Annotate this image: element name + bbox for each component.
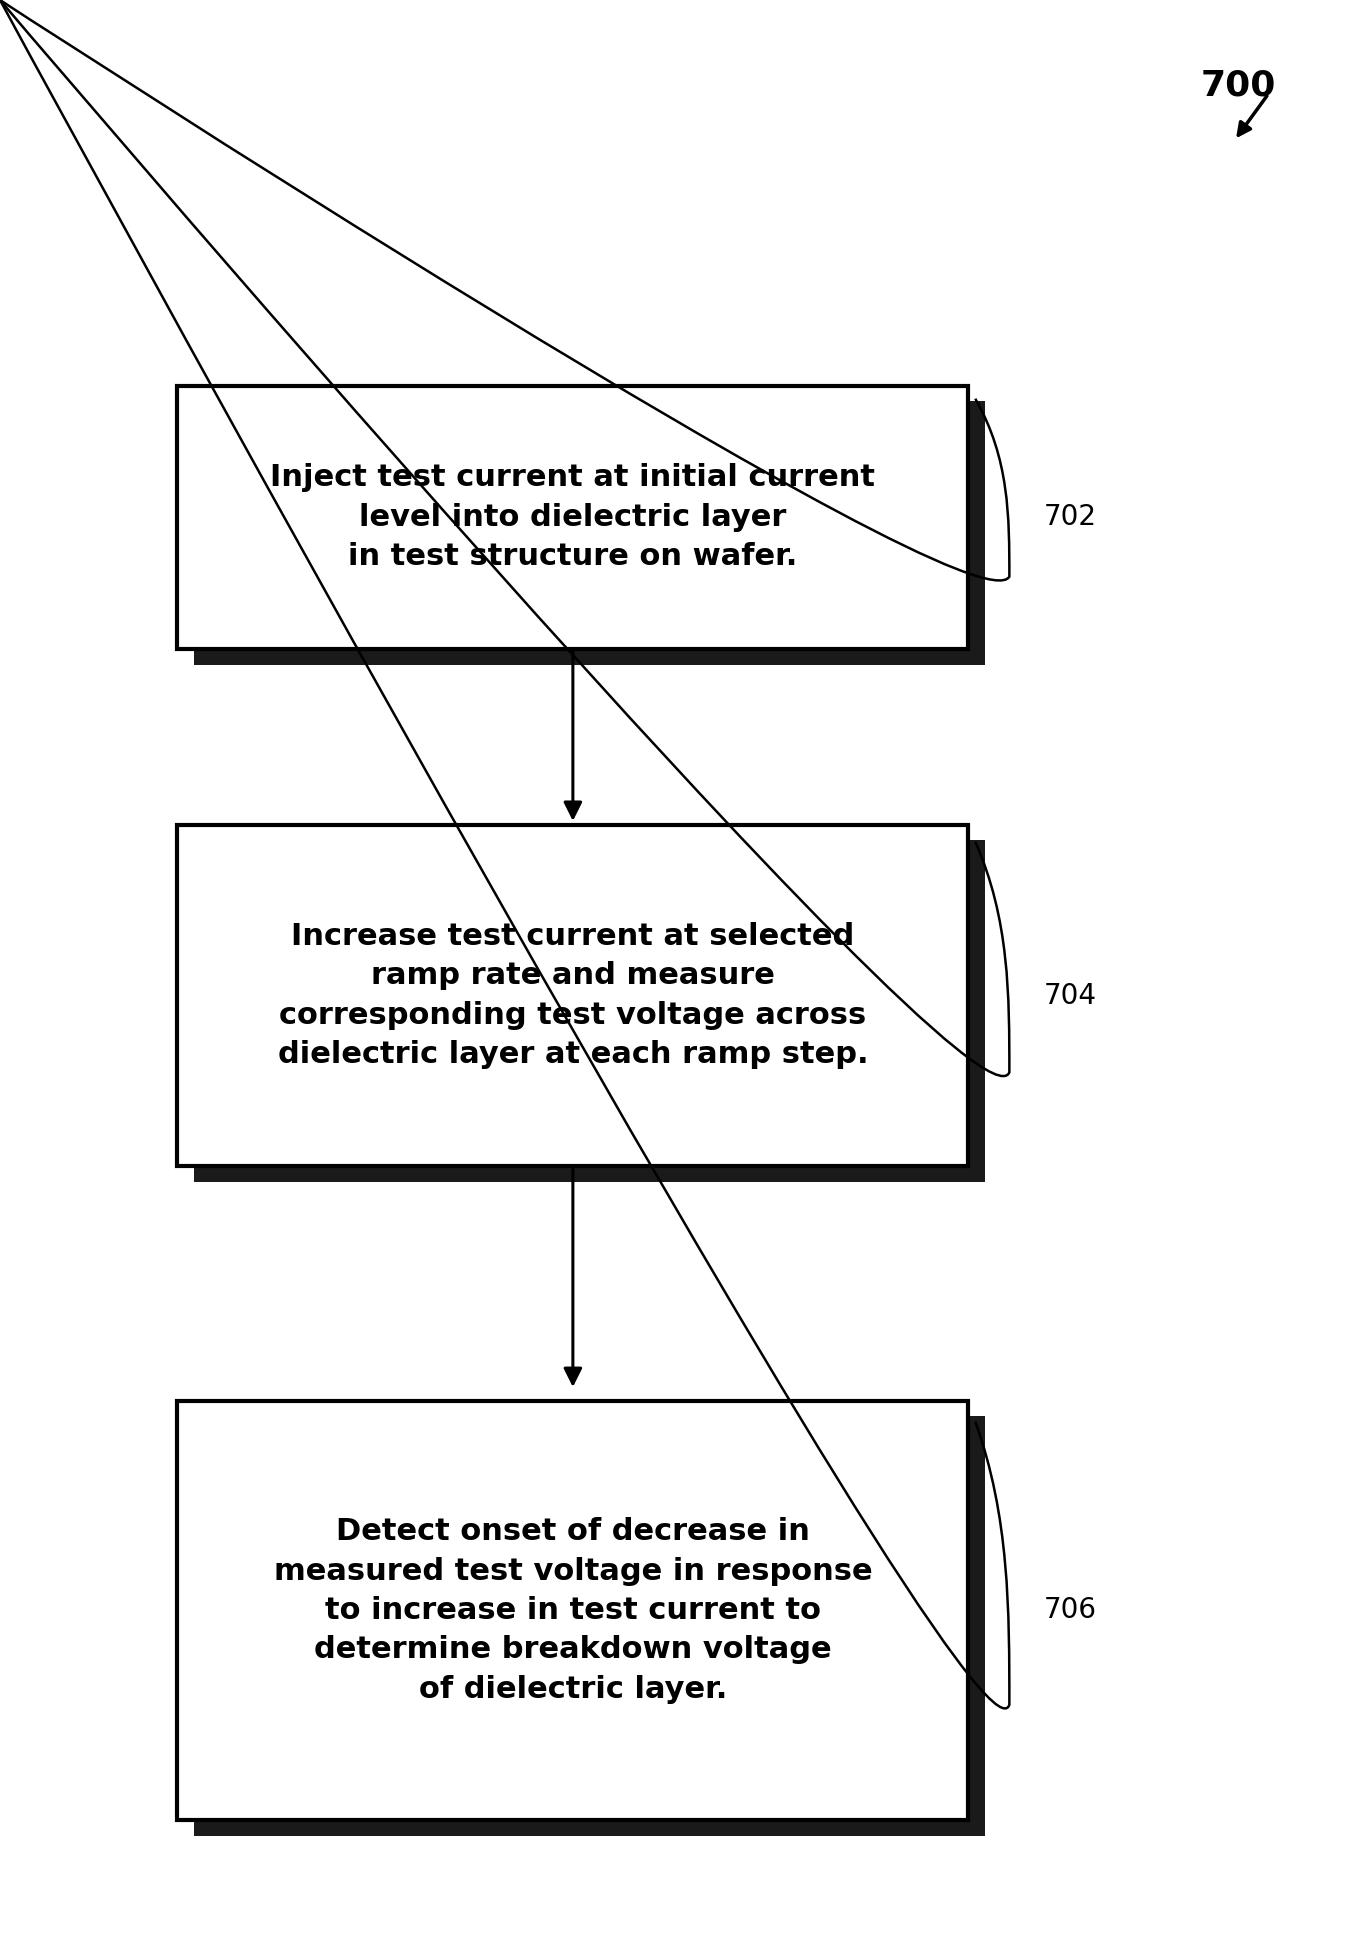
Text: 700: 700 [1200, 68, 1275, 102]
Text: 702: 702 [1043, 504, 1097, 531]
Text: 706: 706 [1043, 1597, 1097, 1624]
FancyBboxPatch shape [177, 1402, 968, 1819]
FancyBboxPatch shape [177, 826, 968, 1167]
FancyBboxPatch shape [194, 841, 985, 1181]
Text: Inject test current at initial current
level into dielectric layer
in test struc: Inject test current at initial current l… [270, 463, 876, 572]
FancyBboxPatch shape [194, 1417, 985, 1835]
FancyBboxPatch shape [177, 385, 968, 648]
FancyBboxPatch shape [194, 400, 985, 664]
Text: Increase test current at selected
ramp rate and measure
corresponding test volta: Increase test current at selected ramp r… [277, 921, 869, 1070]
Text: 704: 704 [1043, 982, 1097, 1009]
Text: Detect onset of decrease in
measured test voltage in response
to increase in tes: Detect onset of decrease in measured tes… [274, 1517, 872, 1704]
